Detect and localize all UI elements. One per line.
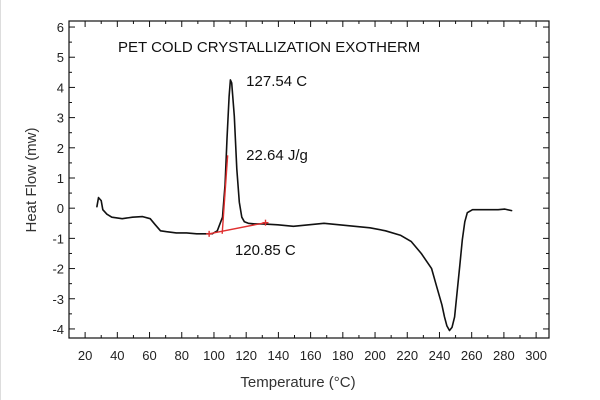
y-tick-labels: -4 -3 -2 -1 0 1 2 3 4 5 6 — [52, 20, 64, 337]
enthalpy-label: 22.64 J/g — [246, 147, 308, 164]
y-tick-label: -2 — [52, 262, 64, 277]
x-tick-label: 260 — [461, 348, 483, 363]
x-axis-title: Temperature (°C) — [240, 374, 355, 391]
x-tick-labels: 20 40 60 80 100 120 140 160 180 200 220 240 260 280 30… — [78, 348, 547, 363]
x-tick-label: 20 — [78, 348, 92, 363]
x-tick-label: 220 — [396, 348, 418, 363]
tangent-red-line — [221, 155, 229, 234]
x-tick-label: 80 — [175, 348, 189, 363]
onset-temperature-label: 120.85 C — [235, 242, 296, 259]
x-tick-label: 160 — [300, 348, 322, 363]
x-tick-label: 140 — [268, 348, 290, 363]
page-left-border — [0, 0, 1, 400]
baseline-red-line — [208, 221, 266, 235]
chart-title: PET COLD CRYSTALLIZATION EXOTHERM — [118, 39, 420, 56]
x-tick-label: 280 — [493, 348, 515, 363]
y-tick-label: 2 — [57, 141, 64, 156]
y-tick-label: 0 — [57, 201, 64, 216]
y-tick-label: -3 — [52, 292, 64, 307]
y-tick-label: -1 — [52, 231, 64, 246]
x-tick-label: 300 — [525, 348, 547, 363]
y-tick-label: 3 — [57, 111, 64, 126]
x-major-ticks — [84, 21, 537, 338]
x-tick-label: 120 — [235, 348, 257, 363]
x-tick-label: 240 — [429, 348, 451, 363]
y-major-ticks — [69, 26, 549, 330]
y-axis-title: Heat Flow (mw) — [23, 127, 40, 232]
y-tick-label: 1 — [57, 171, 64, 186]
x-tick-label: 40 — [110, 348, 124, 363]
y-tick-label: 4 — [57, 80, 64, 95]
y-tick-label: 5 — [57, 50, 64, 65]
y-tick-label: 6 — [57, 20, 64, 35]
y-tick-label: -4 — [52, 322, 64, 337]
x-tick-label: 100 — [203, 348, 225, 363]
x-tick-label: 180 — [332, 348, 354, 363]
x-minor-ticks — [68, 21, 521, 338]
dsc-trace-line — [96, 79, 513, 332]
x-tick-label: 200 — [364, 348, 386, 363]
y-minor-ticks — [69, 41, 549, 315]
peak-temperature-label: 127.54 C — [246, 73, 307, 90]
baseline-markers — [206, 219, 269, 237]
x-tick-label: 60 — [142, 348, 156, 363]
plot-frame — [68, 20, 550, 339]
